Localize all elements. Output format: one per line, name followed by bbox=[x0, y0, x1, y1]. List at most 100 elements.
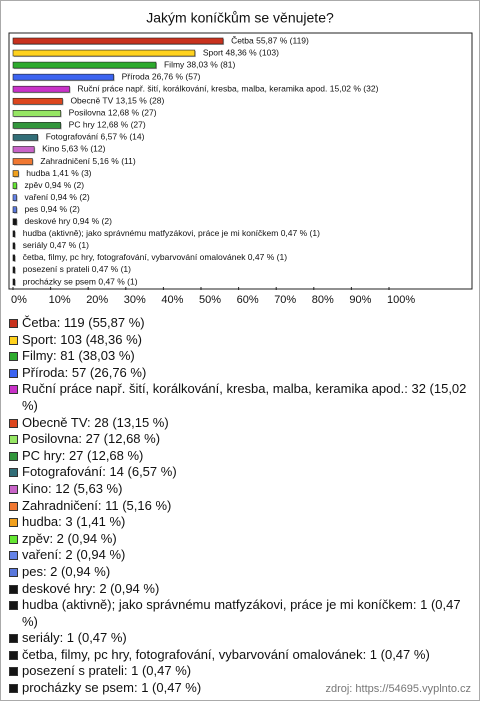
legend-item: Sport: 103 (48,36 %) bbox=[9, 332, 471, 349]
bar bbox=[12, 73, 114, 81]
legend-item: seriály: 1 (0,47 %) bbox=[9, 630, 471, 647]
legend-item: Ruční práce např. šití, korálkování, kre… bbox=[9, 381, 471, 414]
legend-item: Fotografování: 14 (6,57 %) bbox=[9, 464, 471, 481]
legend-item: Filmy: 81 (38,03 %) bbox=[9, 348, 471, 365]
bar bbox=[12, 206, 17, 213]
legend-swatch bbox=[9, 352, 18, 362]
legend-label: procházky se psem: 1 (0,47 %) bbox=[22, 680, 202, 696]
legend-swatch bbox=[9, 667, 18, 677]
legend-item: zpěv: 2 (0,94 %) bbox=[9, 531, 471, 548]
x-tick-label: 30% bbox=[124, 294, 146, 306]
x-tick-label: 20% bbox=[86, 294, 108, 306]
source: zdroj: https://54695.vyplnto.cz bbox=[325, 683, 471, 695]
bar-label: procházky se psem 0,47 % (1) bbox=[23, 276, 138, 286]
bar bbox=[12, 242, 16, 250]
legend-item: Posilovna: 27 (12,68 %) bbox=[9, 431, 471, 448]
legend-label: zpěv: 2 (0,94 %) bbox=[22, 530, 117, 546]
bar bbox=[12, 182, 17, 189]
legend-swatch bbox=[9, 501, 18, 511]
bar-label: seriály 0,47 % (1) bbox=[23, 240, 89, 250]
bar bbox=[12, 146, 35, 153]
legend-label: Zahradničení: 11 (5,16 %) bbox=[22, 497, 172, 513]
bar-label: pes 0,94 % (2) bbox=[25, 204, 80, 214]
legend-label: Sport: 103 (48,36 %) bbox=[22, 331, 142, 347]
bar-label: Kino 5,63 % (12) bbox=[42, 144, 105, 154]
x-tick-label: 70% bbox=[274, 294, 296, 306]
legend-label: Filmy: 81 (38,03 %) bbox=[22, 348, 135, 364]
bar bbox=[12, 97, 63, 105]
bar-label: Sport 48,36 % (103) bbox=[203, 47, 279, 57]
legend-swatch bbox=[9, 368, 18, 378]
bar bbox=[12, 134, 39, 141]
legend-label: vaření: 2 (0,94 %) bbox=[22, 547, 126, 563]
legend-swatch bbox=[9, 534, 18, 544]
legend-item: Příroda: 57 (26,76 %) bbox=[9, 365, 471, 382]
legend-label: hudba: 3 (1,41 %) bbox=[22, 514, 126, 530]
bar-label: Posilovna 12,68 % (27) bbox=[69, 108, 157, 118]
legend-label: Fotografování: 14 (6,57 %) bbox=[22, 464, 177, 480]
legend-item: Zahradničení: 11 (5,16 %) bbox=[9, 498, 471, 515]
legend-swatch bbox=[9, 684, 18, 694]
bar-label: vaření 0,94 % (2) bbox=[25, 192, 90, 202]
legend-swatch bbox=[9, 418, 18, 428]
legend-swatch bbox=[9, 567, 18, 577]
legend-label: četba, filmy, pc hry, fotografování, vyb… bbox=[22, 646, 430, 662]
bar bbox=[12, 85, 70, 93]
bar bbox=[12, 254, 16, 262]
legend-label: deskové hry: 2 (0,94 %) bbox=[22, 580, 160, 596]
chart-title: Jakým koníčkům se věnujete? bbox=[146, 10, 334, 26]
legend-label: Obecně TV: 28 (13,15 %) bbox=[22, 414, 169, 430]
legend-label: pes: 2 (0,94 %) bbox=[22, 563, 111, 579]
bar bbox=[12, 170, 19, 177]
bar-label: Příroda 26,76 % (57) bbox=[122, 71, 201, 81]
legend-label: Příroda: 57 (26,76 %) bbox=[22, 364, 147, 380]
bar bbox=[12, 230, 16, 238]
x-tick-label: 80% bbox=[312, 294, 334, 306]
plot-frame bbox=[8, 32, 473, 290]
x-tick-label: 50% bbox=[199, 294, 221, 306]
legend-label: Posilovna: 27 (12,68 %) bbox=[22, 431, 161, 447]
legend-item: deskové hry: 2 (0,94 %) bbox=[9, 581, 471, 598]
x-tick-label: 100% bbox=[387, 294, 415, 306]
legend-swatch bbox=[9, 650, 18, 660]
bar bbox=[12, 110, 61, 117]
bar-label: Četba 55,87 % (119) bbox=[231, 35, 309, 45]
legend-label: Kino: 12 (5,63 %) bbox=[22, 480, 123, 496]
chart: Jakým koníčkům se věnujete? 0% 10% 20% 30% 4… bbox=[8, 10, 473, 306]
bar bbox=[12, 266, 16, 274]
legend-swatch bbox=[9, 584, 18, 594]
legend-swatch bbox=[9, 385, 18, 395]
legend-swatch bbox=[9, 319, 18, 328]
legend-item: hudba: 3 (1,41 %) bbox=[9, 514, 471, 531]
legend-item: posezení s prateli: 1 (0,47 %) bbox=[9, 663, 471, 680]
bar bbox=[12, 218, 17, 226]
x-tick-label: 0% bbox=[11, 294, 27, 306]
bar bbox=[12, 37, 224, 45]
legend: Četba: 119 (55,87 %) Sport: 103 (48,36 %)… bbox=[9, 315, 471, 697]
bar bbox=[12, 49, 196, 57]
bar-label: Filmy 38,03 % (81) bbox=[164, 59, 235, 69]
legend-item: procházky se psem: 1 (0,47 %) bbox=[9, 680, 471, 697]
legend-swatch bbox=[9, 435, 18, 445]
bar-label: Fotografování 6,57 % (14) bbox=[46, 132, 145, 142]
legend-swatch bbox=[9, 484, 18, 494]
legend-item: Kino: 12 (5,63 %) bbox=[9, 481, 471, 498]
x-tick-label: 90% bbox=[349, 294, 371, 306]
bar-label: PC hry 12,68 % (27) bbox=[69, 120, 146, 130]
legend-label: PC hry: 27 (12,68 %) bbox=[22, 447, 144, 463]
legend-item: pes: 2 (0,94 %) bbox=[9, 564, 471, 581]
bar bbox=[12, 194, 17, 201]
legend-label: Ruční práce např. šití, korálkování, kre… bbox=[22, 381, 467, 413]
legend-item: Četba: 119 (55,87 %) bbox=[9, 315, 471, 332]
legend-swatch bbox=[9, 468, 18, 478]
legend-swatch bbox=[9, 634, 18, 644]
legend-item: PC hry: 27 (12,68 %) bbox=[9, 448, 471, 465]
legend-label: posezení s prateli: 1 (0,47 %) bbox=[22, 663, 192, 679]
x-tick-label: 40% bbox=[161, 294, 183, 306]
bar bbox=[12, 278, 16, 286]
bar bbox=[12, 122, 61, 129]
bar-label: zpěv 0,94 % (2) bbox=[25, 180, 85, 190]
bar bbox=[12, 61, 157, 69]
bar-label: hudba (aktivně); jako správnému matfyzák… bbox=[23, 228, 320, 238]
